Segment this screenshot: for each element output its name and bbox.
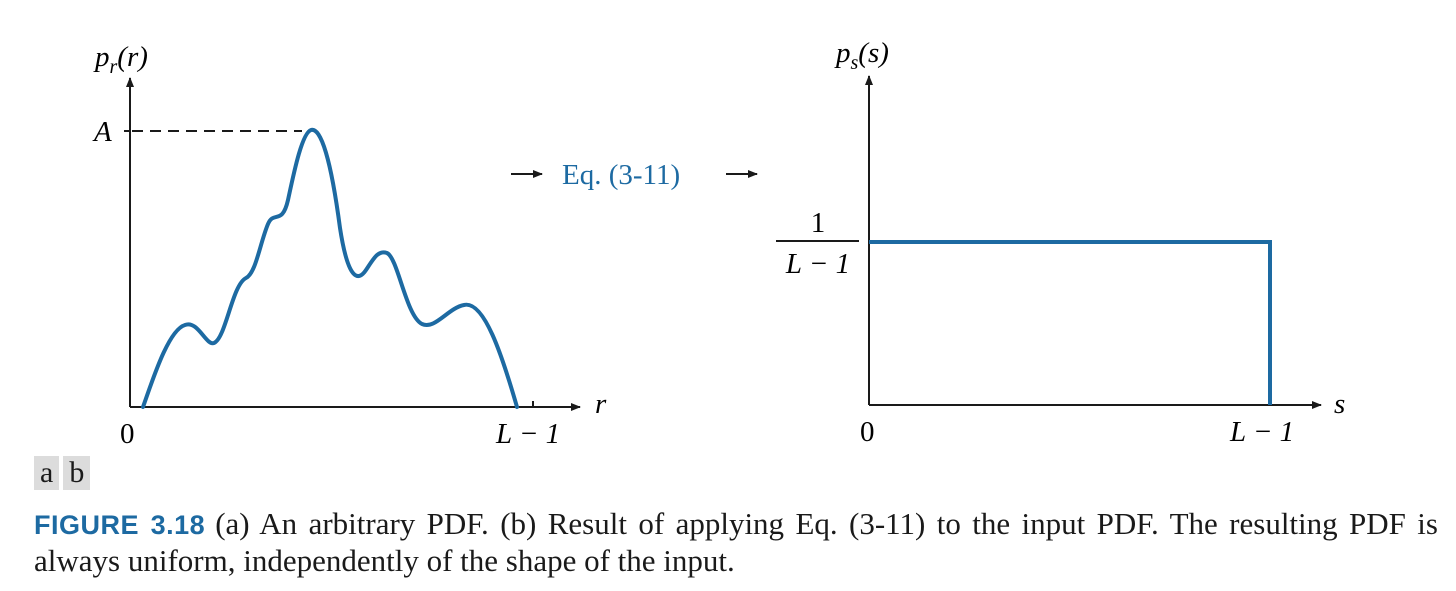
figure-caption: FIGURE 3.18 (a) An arbitrary PDF. (b) Res… xyxy=(34,506,1438,579)
panel-b: ps(s) 1 L − 1 s 0 L − 1 xyxy=(776,37,1345,448)
panel-a-y-label: pr(r) xyxy=(93,41,148,78)
panel-a: pr(r) A r 0 L − 1 xyxy=(92,41,607,450)
panel-b-level-numerator: 1 xyxy=(811,207,826,239)
panel-b-uniform-pdf xyxy=(869,240,1272,405)
caption-text: (a) An arbitrary PDF. (b) Result of appl… xyxy=(34,506,1438,578)
panel-b-y-label: ps(s) xyxy=(834,37,889,74)
panel-a-x-tick-end: L − 1 xyxy=(495,418,560,450)
panel-tags: a b xyxy=(34,456,91,490)
panel-b-x-tick-zero: 0 xyxy=(860,416,875,448)
figure-diagram: pr(r) A r 0 L − 1 Eq. (3-11) ps(s) 1 L −… xyxy=(92,37,1345,450)
transform: Eq. (3-11) xyxy=(511,159,758,191)
panel-a-peak-label: A xyxy=(92,116,112,148)
caption-figure-label: FIGURE 3.18 xyxy=(34,510,206,540)
panel-tag-a: a xyxy=(34,456,60,490)
panel-a-x-tick-zero: 0 xyxy=(120,418,135,450)
panel-a-pdf-curve xyxy=(141,127,519,409)
panel-b-x-axis-label: s xyxy=(1334,388,1345,420)
transform-label: Eq. (3-11) xyxy=(562,159,680,191)
panel-a-x-axis-label: r xyxy=(595,388,607,420)
panel-b-level-denominator: L − 1 xyxy=(785,248,850,280)
panel-b-x-tick-end: L − 1 xyxy=(1229,416,1294,448)
panel-tag-b: b xyxy=(63,456,91,490)
